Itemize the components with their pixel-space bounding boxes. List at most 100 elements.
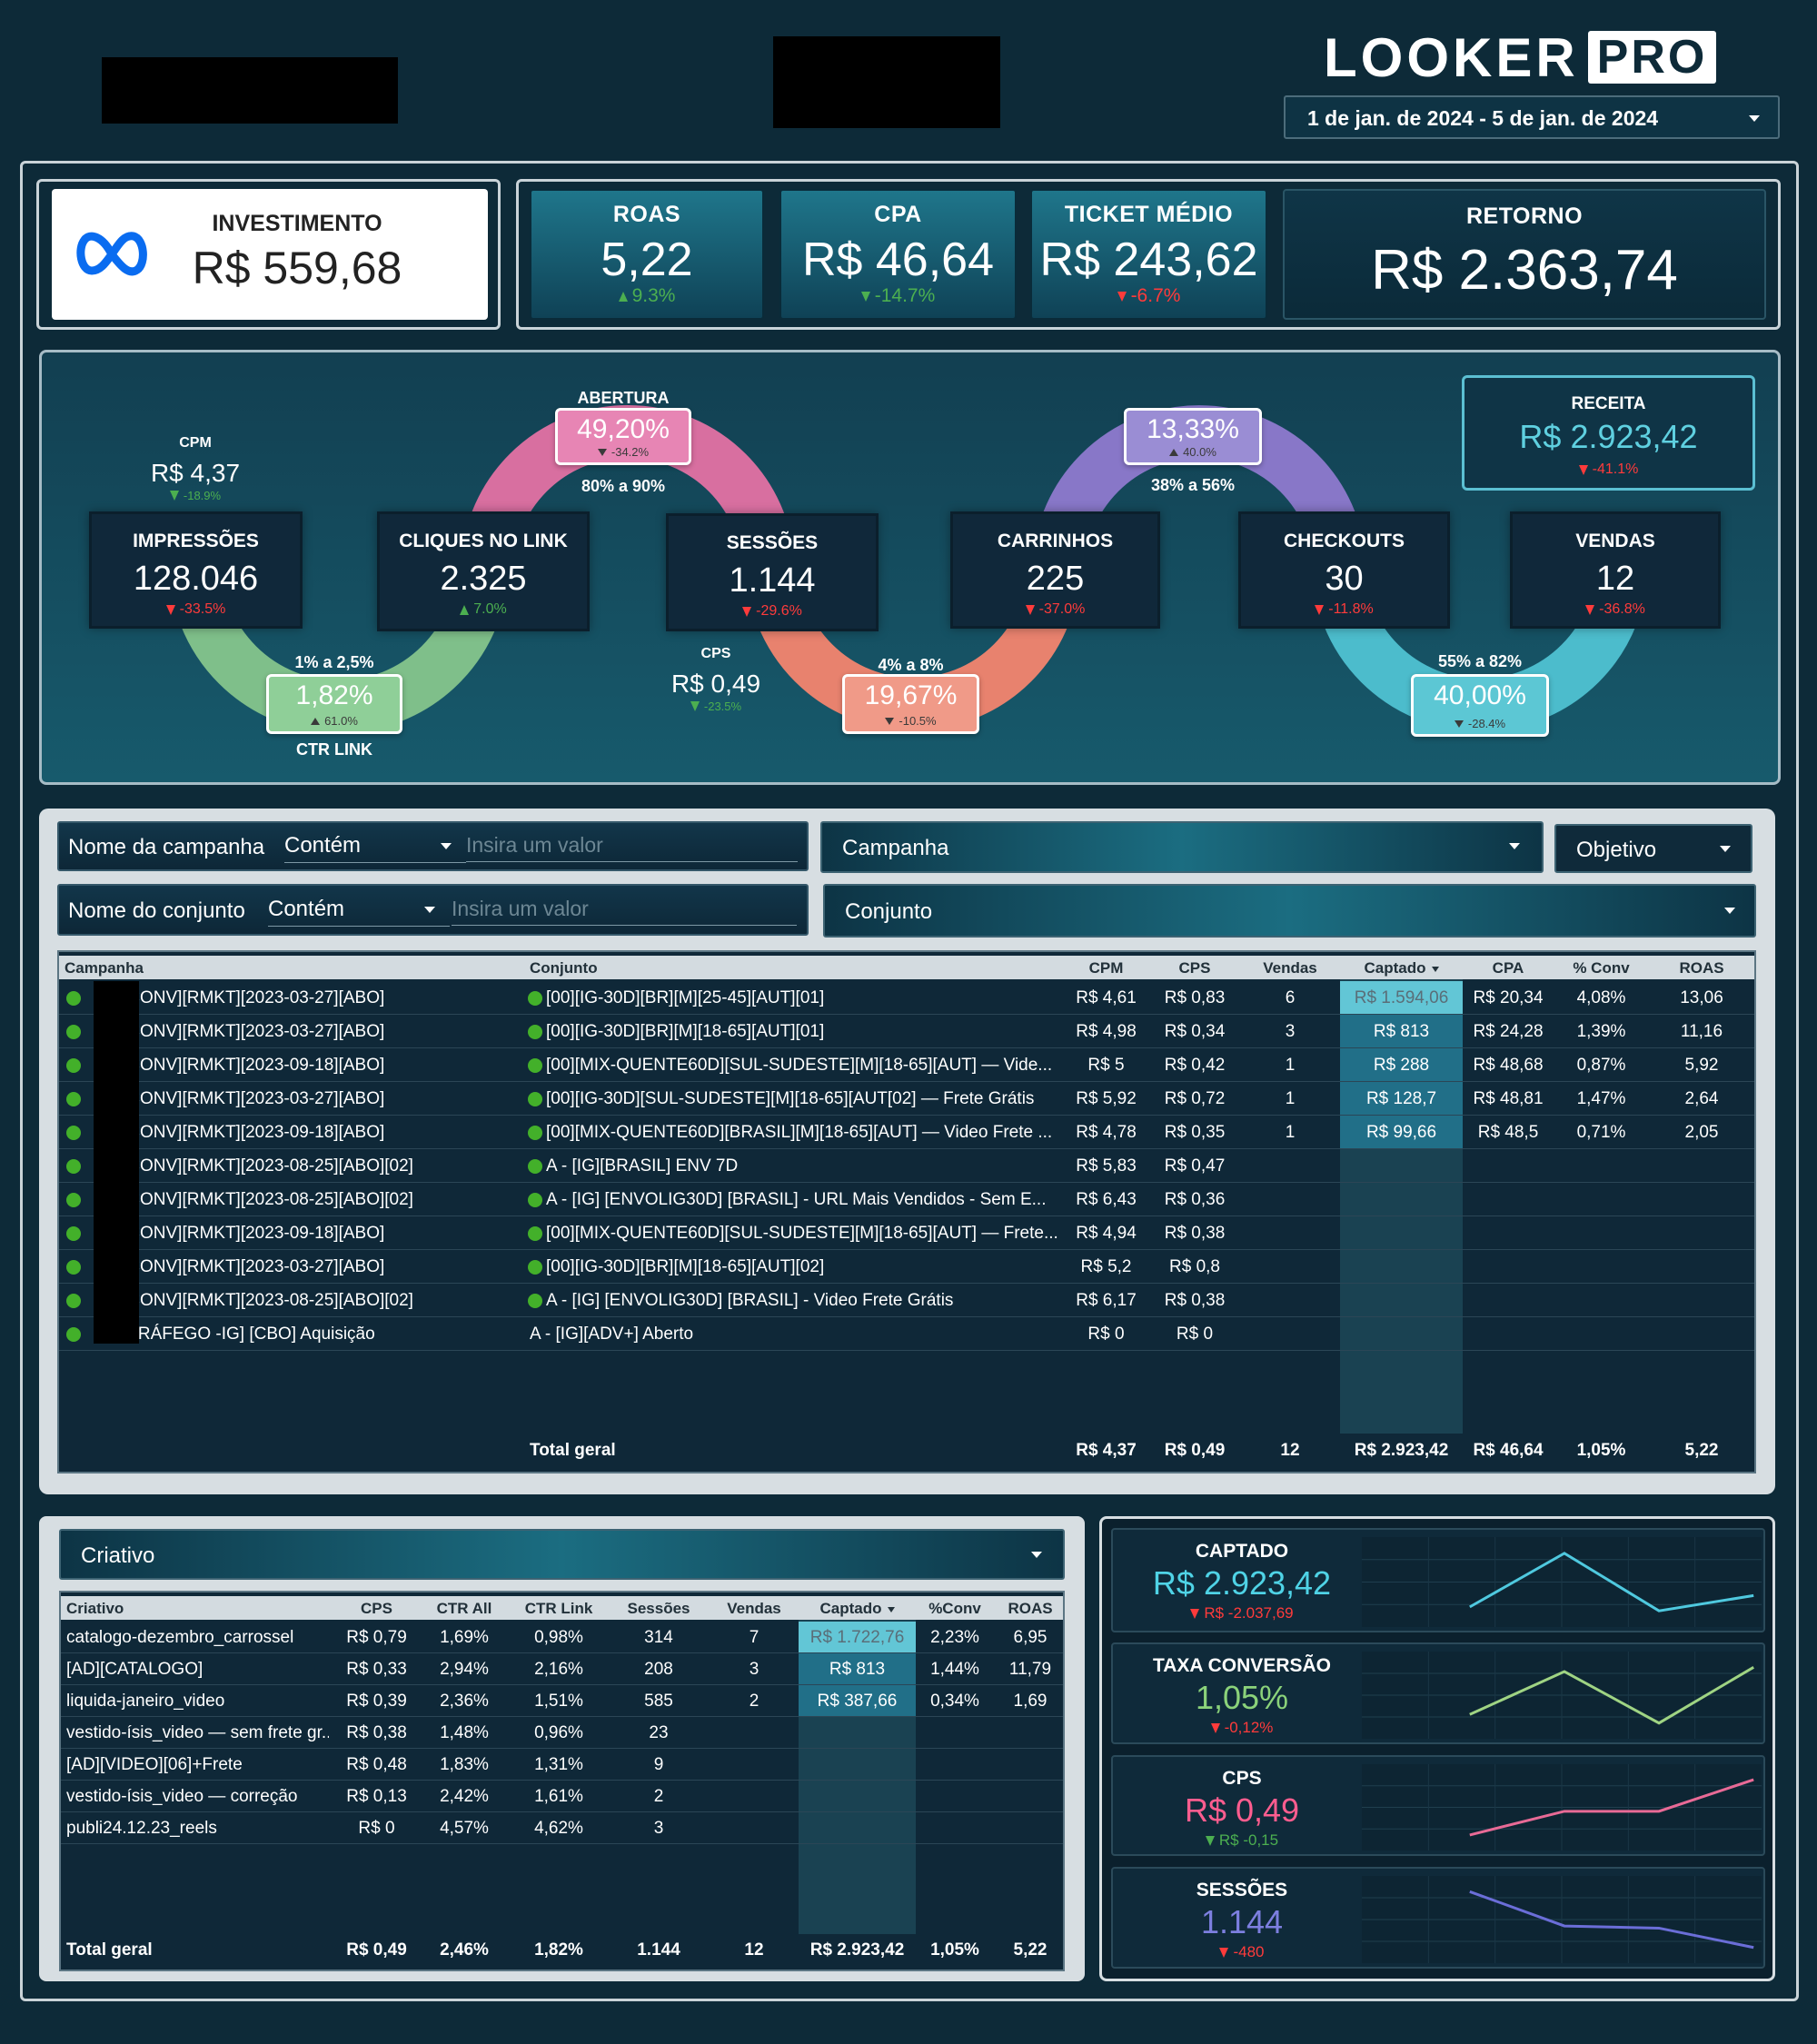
adset-dropdown[interactable]: Conjunto: [823, 884, 1756, 938]
row-border: [59, 1148, 1754, 1149]
kpi-card: CPA R$ 46,64 -14.7%: [779, 189, 1017, 320]
status-dot: [66, 1259, 81, 1275]
delta: 7.0%: [380, 601, 587, 618]
total-cell: 1,05%: [1576, 1441, 1626, 1460]
cell: R$ 0,8: [1169, 1257, 1220, 1276]
adset-filter[interactable]: Nome do conjunto Contém Insira um valor: [57, 884, 809, 936]
total-cell: 12: [744, 1940, 764, 1960]
cell: R$ 0: [358, 1819, 395, 1838]
column-header: CPM: [1088, 959, 1124, 977]
trend-card: CPS R$ 0,49 R$ -0,15: [1111, 1755, 1765, 1856]
cell: A - [IG] [ENVOLIG30D] [BRASIL] - Video F…: [546, 1291, 954, 1310]
cell: 5,92: [1684, 1056, 1719, 1075]
cell: catalogo-dezembro_carrossel: [66, 1628, 294, 1647]
cell: 0,98%: [534, 1628, 583, 1647]
cell: 9: [653, 1755, 664, 1774]
cell: [00][MIX-QUENTE60D][SUL-SUDESTE][M][18-6…: [546, 1224, 1057, 1243]
creative-dropdown[interactable]: Criativo: [59, 1529, 1065, 1580]
cell: R$ 0,34: [1164, 1022, 1226, 1041]
delta-value: -18.9%: [183, 489, 222, 502]
delta: -29.6%: [669, 603, 876, 620]
cell: R$ 5,2: [1080, 1257, 1132, 1276]
stage-label: VENDAS: [1575, 531, 1655, 551]
delta-value: -480: [1233, 1943, 1265, 1960]
meta-logo: [76, 232, 147, 276]
delta: -28.4%: [1414, 717, 1546, 730]
kpi-frame: [516, 179, 1781, 330]
cell: [CONV][RMKT][2023-03-27][ABO]: [123, 1022, 385, 1041]
status-dot: [528, 1158, 542, 1174]
row-border: [59, 1182, 1754, 1183]
cell: [CONV][RMKT][2023-09-18][ABO]: [123, 1056, 385, 1075]
stage-value: 30: [1325, 560, 1364, 598]
cell: R$ 5,92: [1076, 1089, 1137, 1108]
rate-value: 19,67%: [864, 680, 958, 710]
cell: [CONV][RMKT][2023-09-18][ABO]: [123, 1123, 385, 1142]
cell: R$ 4,94: [1076, 1224, 1137, 1243]
cell: R$ 4,61: [1076, 988, 1137, 1007]
cell: 2: [749, 1692, 760, 1711]
column-header: Captado: [804, 1600, 910, 1618]
cell: R$ 0,39: [346, 1692, 407, 1711]
trend-arrow: [1578, 464, 1588, 475]
delta: -6.7%: [1032, 285, 1266, 307]
stage-label: IMPRESSÕES: [133, 531, 259, 551]
campaign-filter[interactable]: Nome da campanha Contém Insira um valor: [57, 821, 809, 871]
funnel-stage: SESSÕES 1.144 -29.6%: [666, 513, 879, 631]
row-border: [59, 1047, 1754, 1048]
cell: R$ 0,42: [1164, 1056, 1226, 1075]
column-header: Criativo: [66, 1600, 124, 1617]
stage-label: CHECKOUTS: [1283, 531, 1405, 551]
row-border: [61, 1811, 1063, 1812]
row-border: [61, 1843, 1063, 1844]
status-dot: [528, 1125, 542, 1140]
cell: publi24.12.23_reels: [66, 1819, 217, 1838]
trend-value: R$ 0,49: [1184, 1791, 1300, 1829]
cell: R$ 387,66: [817, 1692, 898, 1711]
kpi-card: TICKET MÉDIO R$ 243,62 -6.7%: [1030, 189, 1267, 320]
trend-line: [1469, 1890, 1754, 1950]
cell: R$ 6,43: [1076, 1190, 1137, 1209]
metric-value: R$ 4,37: [150, 459, 241, 487]
column-header: CPA: [1492, 959, 1524, 977]
stage-value: 128.046: [133, 560, 259, 598]
filter-input[interactable]: Insira um valor: [452, 897, 797, 926]
trend-arrow: [165, 604, 175, 615]
cell: R$ 0,38: [1164, 1291, 1226, 1310]
cell: [CONV][RMKT][2023-08-25][ABO][02]: [123, 1190, 413, 1209]
delta-value: 40.0%: [1183, 445, 1216, 459]
cell: 11,79: [1008, 1660, 1052, 1679]
cell: 3: [749, 1660, 760, 1679]
trend-arrow: [311, 717, 321, 725]
caret: [441, 843, 452, 849]
kpi-label: INVESTIMENTO: [212, 211, 382, 236]
cell: R$ 0,13: [346, 1787, 407, 1806]
campaign-dropdown[interactable]: Campanha: [820, 821, 1544, 873]
cell: R$ 0: [1176, 1325, 1214, 1344]
filter-operator[interactable]: Contém: [268, 897, 450, 927]
filter-operator[interactable]: Contém: [284, 833, 466, 863]
redacted-logo: [773, 36, 1000, 128]
stage-label: CLIQUES NO LINK: [399, 531, 568, 551]
trend-arrow: [169, 491, 179, 501]
column-header: Vendas: [1263, 959, 1317, 977]
rate-range: 55% a 82%: [1437, 652, 1523, 670]
cell: [CONV][RMKT][2023-03-27][ABO]: [123, 1089, 385, 1108]
cell: 1,69%: [440, 1628, 489, 1647]
delta: 40.0%: [1127, 445, 1259, 459]
trend-arrow: [1025, 604, 1035, 615]
redacted-logo: [102, 57, 398, 124]
delta-value: -34.2%: [611, 445, 650, 459]
delta-value: -14.7%: [874, 285, 936, 306]
cell: R$ 813: [829, 1660, 886, 1679]
filter-input[interactable]: Insira um valor: [466, 833, 798, 862]
cell: 314: [644, 1628, 673, 1647]
cell: 1,61%: [534, 1787, 583, 1806]
rate-box: 19,67% -10.5%: [842, 674, 979, 734]
date-range-picker[interactable]: 1 de jan. de 2024 - 5 de jan. de 2024: [1284, 95, 1780, 139]
delta: -0,12%: [1113, 1719, 1371, 1737]
trend-label: TAXA CONVERSÃO: [1152, 1655, 1331, 1676]
objective-dropdown[interactable]: Objetivo: [1554, 824, 1752, 873]
caret: [1509, 843, 1520, 849]
status-dot: [528, 1259, 542, 1275]
